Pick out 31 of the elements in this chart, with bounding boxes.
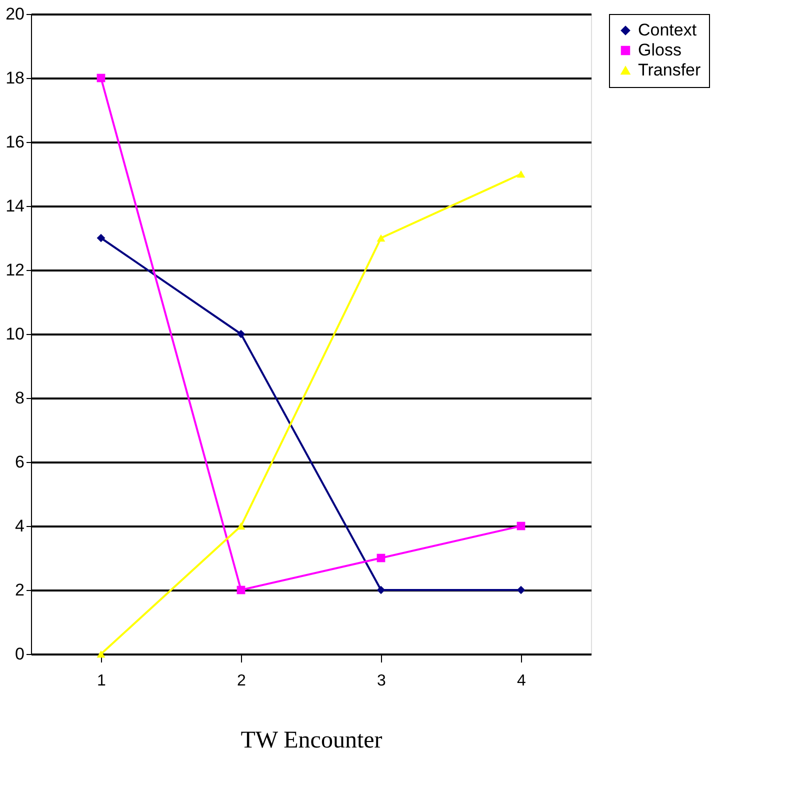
point (516, 170, 526, 178)
x-tick-label: 1 (97, 672, 106, 690)
point (516, 522, 526, 530)
x-axis-title: TW Encounter (240, 728, 382, 754)
point (236, 330, 246, 338)
legend-label: Context (638, 20, 697, 40)
point (376, 234, 386, 242)
point (376, 554, 386, 562)
legend-label: Transfer (638, 60, 701, 80)
y-tick-label: 8 (15, 388, 24, 408)
point (236, 522, 246, 530)
x-tick-label: 4 (517, 672, 526, 690)
point (376, 586, 386, 594)
y-tick-label: 6 (15, 452, 24, 472)
y-tick-label: 16 (6, 132, 24, 152)
x-tick-label: 3 (377, 672, 386, 690)
y-tick-label: 12 (6, 260, 24, 280)
point (96, 234, 106, 242)
x-tick-label: 2 (237, 672, 246, 690)
y-tick-label: 10 (6, 324, 24, 344)
point (516, 586, 526, 594)
y-tick-label: 4 (15, 516, 24, 536)
y-tick-label: 20 (6, 4, 24, 24)
legend-label: Gloss (638, 40, 682, 60)
y-tick-label: 2 (15, 580, 24, 600)
y-tick-label: 0 (15, 644, 24, 664)
point (236, 586, 246, 594)
y-tick-label: 14 (6, 196, 24, 216)
point (96, 74, 106, 82)
point (96, 650, 106, 658)
y-tick-label: 18 (6, 68, 24, 88)
